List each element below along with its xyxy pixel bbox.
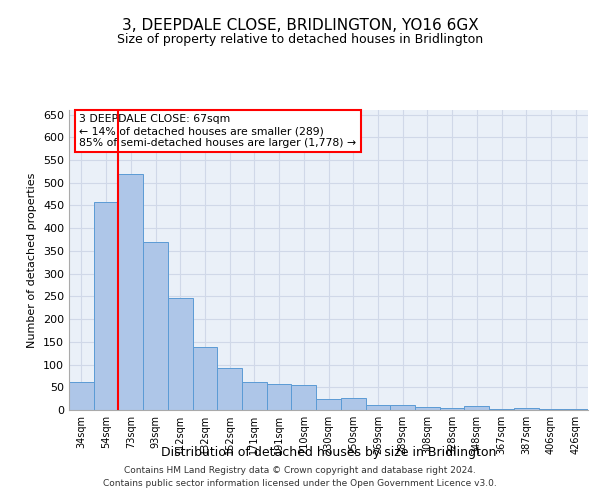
Text: 3, DEEPDALE CLOSE, BRIDLINGTON, YO16 6GX: 3, DEEPDALE CLOSE, BRIDLINGTON, YO16 6GX: [122, 18, 478, 32]
Text: Contains HM Land Registry data © Crown copyright and database right 2024.
Contai: Contains HM Land Registry data © Crown c…: [103, 466, 497, 487]
Bar: [217, 368, 242, 410]
Bar: [415, 408, 440, 410]
Bar: [168, 298, 193, 410]
Text: 3 DEEPDALE CLOSE: 67sqm
← 14% of detached houses are smaller (289)
85% of semi-d: 3 DEEPDALE CLOSE: 67sqm ← 14% of detache…: [79, 114, 356, 148]
Bar: [390, 404, 415, 410]
Bar: [514, 408, 539, 410]
Bar: [464, 406, 489, 410]
Text: Distribution of detached houses by size in Bridlington: Distribution of detached houses by size …: [161, 446, 496, 459]
Bar: [118, 174, 143, 410]
Bar: [292, 385, 316, 410]
Bar: [316, 398, 341, 410]
Bar: [563, 408, 588, 410]
Bar: [94, 202, 118, 410]
Bar: [539, 408, 563, 410]
Bar: [365, 406, 390, 410]
Bar: [267, 384, 292, 410]
Text: Size of property relative to detached houses in Bridlington: Size of property relative to detached ho…: [117, 32, 483, 46]
Bar: [489, 408, 514, 410]
Y-axis label: Number of detached properties: Number of detached properties: [28, 172, 37, 348]
Bar: [242, 382, 267, 410]
Bar: [341, 398, 365, 410]
Bar: [143, 242, 168, 410]
Bar: [193, 348, 217, 410]
Bar: [69, 382, 94, 410]
Bar: [440, 408, 464, 410]
